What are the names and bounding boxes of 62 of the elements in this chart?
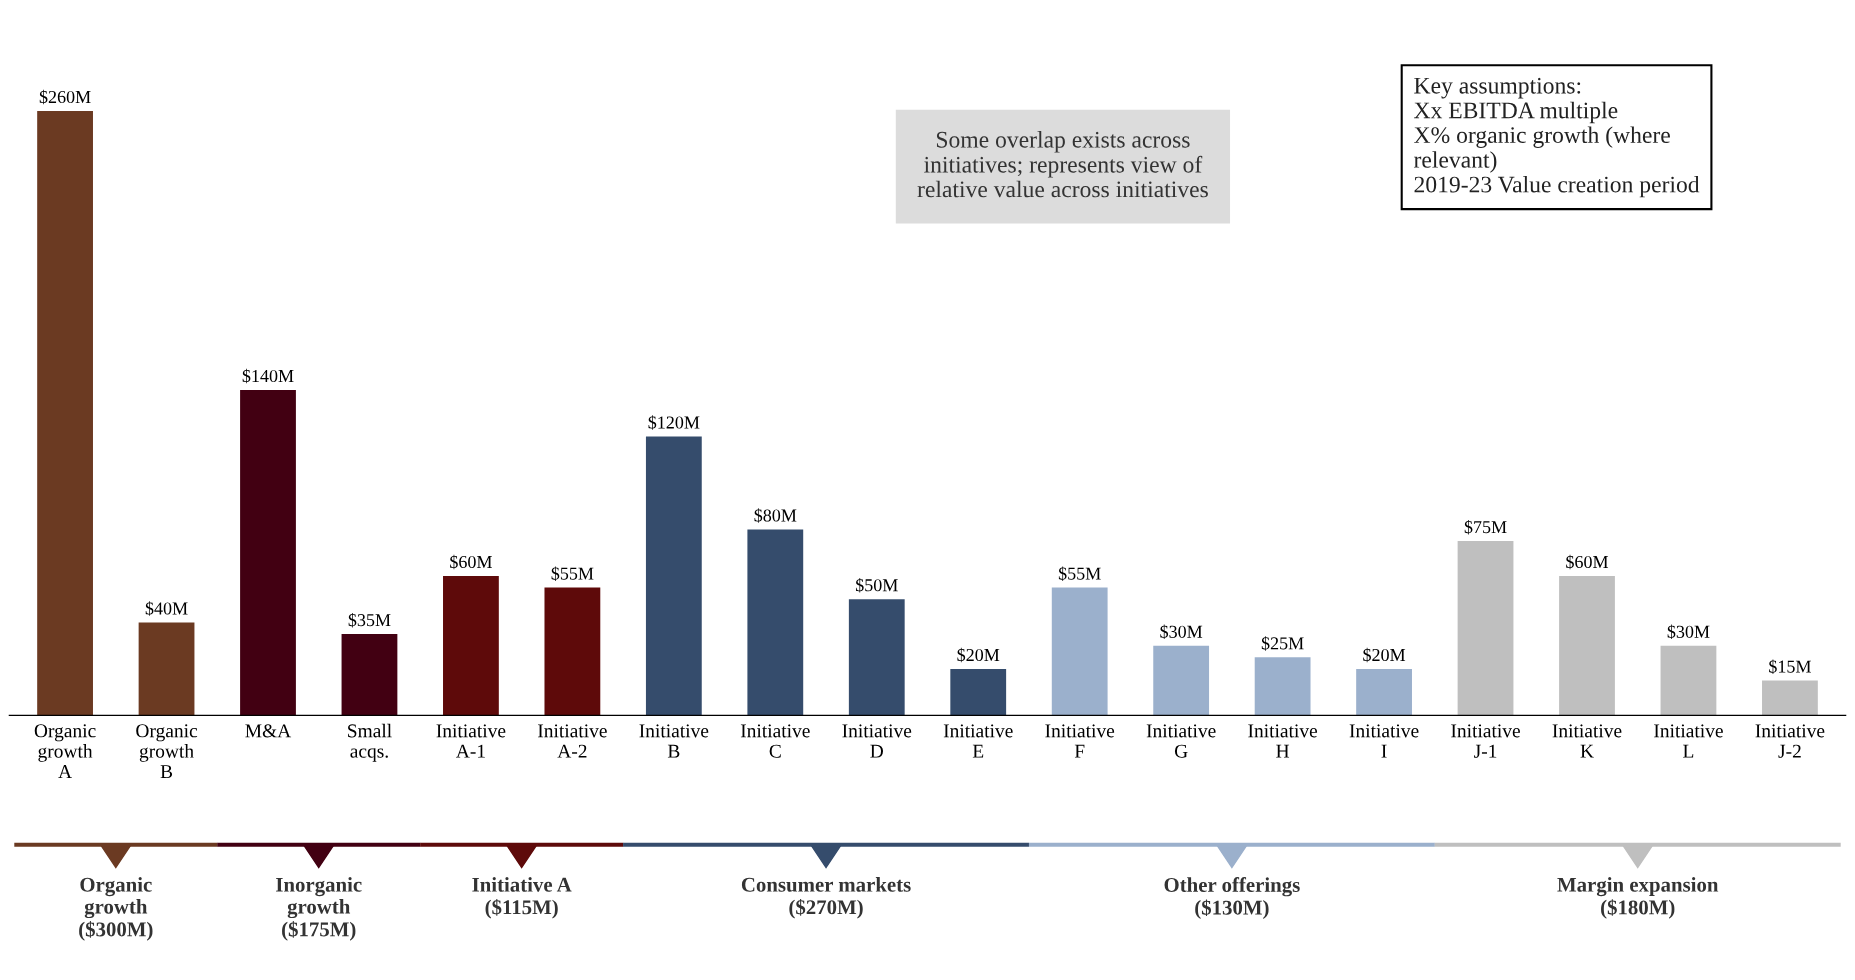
text: Initiative A ($115M) xyxy=(472,877,572,919)
text: Margin expansion ($180M) xyxy=(1557,877,1719,919)
x-tick-label: Initiative B xyxy=(639,724,709,758)
data-label: $60M xyxy=(450,554,492,570)
data-label: $140M xyxy=(242,368,294,384)
x-tick-label: Organic growth B xyxy=(136,724,198,778)
bar xyxy=(240,389,296,716)
x-tick-label: Initiative F xyxy=(1045,724,1115,758)
x-tick-label: Initiative A-1 xyxy=(436,724,506,758)
text: Consumer markets ($270M) xyxy=(741,877,911,919)
data-label: $120M xyxy=(648,415,700,430)
text: Inorganic growth ($175M) xyxy=(276,877,362,941)
x-tick-label: Initiative G xyxy=(1146,724,1216,758)
bar xyxy=(443,575,499,716)
data-label: $35M xyxy=(348,612,391,628)
data-label: $50M xyxy=(855,578,898,593)
data-label: $30M xyxy=(1667,624,1710,640)
bar xyxy=(1051,587,1108,716)
annotation: Key assumptions: Xx EBITDA multiple X% organic growth (where relevant) 2019-23 Value creation period xyxy=(1413,77,1700,198)
x-tick-label: Initiative I xyxy=(1349,724,1419,758)
bar xyxy=(1356,668,1412,716)
bar xyxy=(1254,657,1311,716)
bar xyxy=(1153,645,1210,716)
bar xyxy=(950,668,1007,716)
bar xyxy=(138,622,195,716)
data-label: $15M xyxy=(1769,659,1811,674)
data-label: $40M xyxy=(145,601,188,616)
x-tick-label: Initiative A-2 xyxy=(537,724,607,758)
text: Other offerings ($130M) xyxy=(1164,877,1300,919)
bar xyxy=(848,599,905,716)
data-label: $60M xyxy=(1566,554,1609,570)
data-label: $55M xyxy=(1058,566,1101,581)
bar xyxy=(747,529,804,716)
bar xyxy=(1559,575,1615,716)
bar xyxy=(1762,680,1818,716)
x-tick-label: M&A xyxy=(245,724,292,738)
x-tick-label: Initiative E xyxy=(943,724,1013,758)
x-tick-label: Initiative J-1 xyxy=(1451,724,1520,758)
x-tick-label: Initiative D xyxy=(842,724,912,758)
data-label: $20M xyxy=(1363,647,1406,663)
x-tick-label: Initiative J-2 xyxy=(1755,724,1825,758)
data-label: $25M xyxy=(1261,636,1304,651)
data-label: $75M xyxy=(1464,519,1507,535)
x-tick-label: Small acqs. xyxy=(348,723,392,762)
x-tick-label: Initiative K xyxy=(1552,724,1622,758)
x-tick-label: Initiative H xyxy=(1248,724,1318,758)
x-tick-label: Initiative L xyxy=(1654,724,1723,758)
data-label: $20M xyxy=(957,647,1000,663)
bar xyxy=(1457,541,1514,716)
data-label: $55M xyxy=(551,566,594,581)
bar xyxy=(1660,645,1717,716)
bar xyxy=(544,587,601,716)
data-label: $80M xyxy=(754,508,797,523)
text: Organic growth ($300M) xyxy=(79,877,153,941)
annotation: Some overlap exists across initiatives; represents view of relative value across initiatives xyxy=(917,131,1208,198)
x-tick-label: Initiative C xyxy=(740,724,810,758)
data-label: $30M xyxy=(1160,624,1203,640)
bar xyxy=(37,110,93,716)
bar xyxy=(341,634,398,716)
x-tick-label: Organic growth A xyxy=(34,724,96,778)
data-label: $260M xyxy=(39,89,91,105)
bar xyxy=(645,436,702,716)
